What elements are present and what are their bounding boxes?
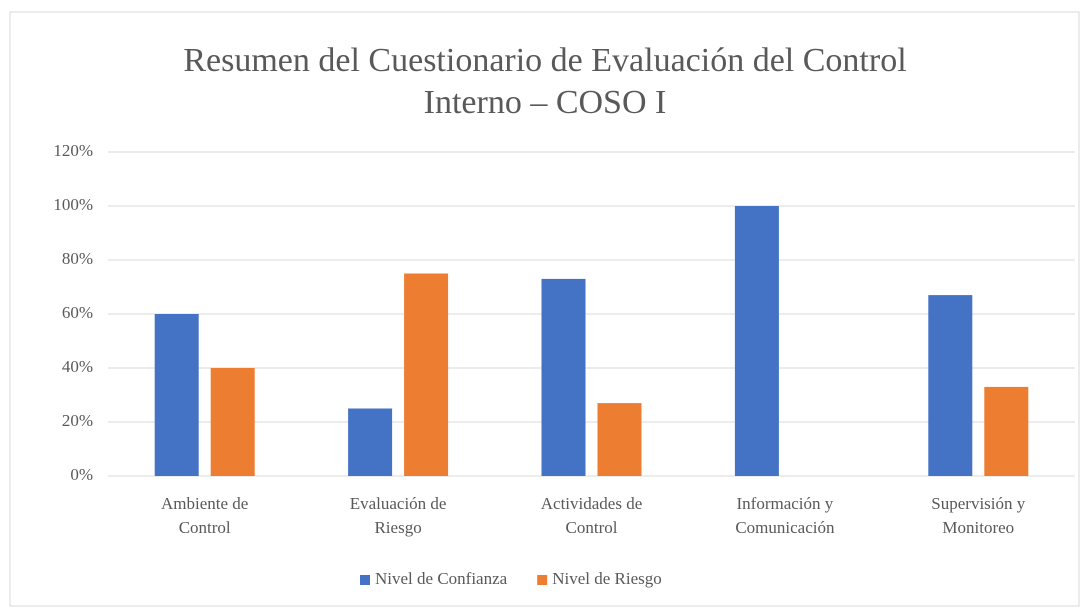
bar [154,314,199,476]
y-tick-label: 100% [53,195,93,214]
x-tick-label: Ambiente de Control [161,494,249,537]
bar [597,403,642,476]
legend-swatch [537,575,548,585]
y-tick-label: 20% [62,411,93,430]
bar [210,368,255,476]
legend-label: Nivel de Riesgo [552,569,662,588]
x-tick-label: Evaluación de Riesgo [349,494,447,537]
bar [348,408,393,476]
bar [984,386,1029,476]
x-tick-label: Supervisión y Monitoreo [931,494,1026,537]
y-tick-label: 60% [62,303,93,322]
x-tick-label: Información y Comunicación [735,494,835,537]
y-tick-label: 80% [62,249,93,268]
chart-title: Resumen del Cuestionario de Evaluación d… [183,42,907,121]
bar [928,295,973,476]
y-tick-label: 120% [53,141,93,160]
x-tick-label: Actividades de Control [540,494,643,537]
legend-swatch [360,575,370,585]
bar [734,206,779,476]
bar [404,273,449,476]
y-tick-label: 0% [70,465,93,484]
legend-label: Nivel de Confianza [375,569,508,588]
y-tick-label: 40% [62,357,93,376]
bar [541,278,586,476]
